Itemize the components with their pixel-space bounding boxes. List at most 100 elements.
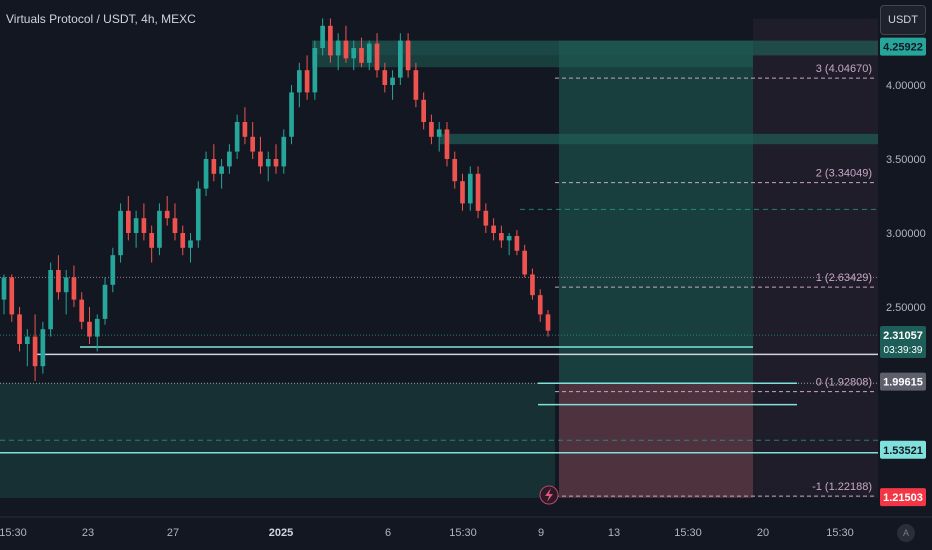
candle	[429, 114, 434, 145]
candle	[172, 203, 178, 241]
candle	[273, 144, 279, 174]
candle	[460, 173, 465, 211]
candle	[71, 265, 77, 307]
candle	[467, 166, 473, 211]
future-zone	[753, 18, 878, 498]
candle	[211, 144, 217, 182]
chart-title: Virtuals Protocol / USDT, 4h, MEXC	[6, 12, 196, 26]
fib-label: -1 (1.22188)	[812, 481, 872, 493]
candle	[63, 270, 69, 315]
candle	[157, 203, 162, 256]
candle	[265, 151, 271, 182]
candle	[530, 268, 535, 300]
candle	[475, 166, 481, 219]
price-badges: 4.25922 2.31057 03:39:39 1.99615 1.53521 1.21…	[880, 37, 926, 507]
candle	[312, 40, 318, 100]
time-axis[interactable]: 15:30 23 27 2025 6 15:30 9 13 15:30 20 15:30	[0, 516, 932, 550]
supply-box	[440, 133, 878, 145]
candle	[110, 247, 116, 293]
price-tick-label: 3.50000	[886, 154, 926, 166]
candle	[413, 62, 419, 108]
time-tick-label: 15:30	[0, 527, 27, 539]
price-badge: 1.99615	[880, 372, 926, 391]
profit-zone	[559, 40, 753, 384]
candle	[188, 233, 193, 263]
price-badge-value: 2.31057	[883, 330, 923, 342]
candle	[1, 274, 7, 315]
price-badge: 2.31057 03:39:39	[880, 326, 926, 359]
fib-label: 3 (4.04670)	[816, 63, 872, 75]
countdown-label: 03:39:39	[884, 345, 923, 356]
candle	[234, 114, 240, 159]
candle	[40, 321, 46, 374]
candle	[79, 292, 85, 330]
price-axis[interactable]: 4.00000 3.50000 3.00000 2.50000	[878, 0, 932, 517]
candle	[483, 203, 489, 233]
price-badge-value: 1.99615	[883, 377, 923, 389]
time-tick-label: 23	[82, 527, 94, 539]
candle	[499, 225, 504, 248]
price-badge: 1.53521	[880, 440, 926, 459]
candle	[242, 107, 248, 145]
price-badge-value: 1.53521	[883, 445, 923, 457]
candle	[250, 122, 256, 159]
candle	[133, 210, 139, 248]
candle	[382, 62, 388, 93]
candle	[491, 218, 496, 241]
time-tick-label: 15:30	[826, 527, 854, 539]
candle	[304, 55, 310, 100]
price-badge: 4.25922	[880, 37, 926, 56]
time-axis-bg	[0, 517, 932, 550]
candle	[219, 159, 224, 189]
candle	[343, 25, 349, 63]
candle	[203, 151, 209, 196]
candle	[436, 122, 442, 152]
auto-scale-button[interactable]: A	[897, 524, 915, 542]
horizontal-lines	[0, 208, 878, 454]
time-tick-label: 6	[385, 527, 391, 539]
candle	[149, 225, 154, 263]
time-tick-label: 9	[538, 527, 544, 539]
price-axis-bg	[878, 0, 932, 517]
candle	[545, 309, 551, 337]
lightning-icon[interactable]	[539, 485, 559, 505]
candle	[227, 144, 232, 174]
candle	[320, 18, 325, 56]
time-tick-label: 15:30	[674, 527, 702, 539]
price-badge: 1.21503	[880, 488, 926, 507]
candle	[366, 40, 372, 71]
candle	[405, 33, 411, 78]
candle	[522, 244, 528, 278]
price-badge-value: 1.21503	[883, 492, 923, 504]
candle	[514, 230, 520, 256]
time-tick-label: 27	[167, 527, 179, 539]
candle	[390, 70, 395, 100]
candle	[328, 18, 333, 63]
candle	[452, 151, 458, 189]
time-tick-label: 13	[608, 527, 620, 539]
fib-label: 1 (2.63429)	[816, 272, 872, 284]
candle	[351, 40, 357, 71]
candle	[444, 122, 450, 167]
candle	[506, 233, 512, 256]
time-tick-label: 15:30	[449, 527, 477, 539]
candle	[335, 33, 341, 71]
candle	[48, 262, 53, 337]
resistance-box-lower	[312, 55, 753, 68]
candle	[258, 136, 263, 174]
candle	[24, 329, 30, 367]
candle	[17, 307, 22, 352]
price-badge-value: 4.25922	[883, 42, 923, 54]
fib-label: 0 (1.92808)	[816, 377, 872, 389]
candle	[195, 181, 201, 248]
candle	[421, 92, 426, 130]
candle	[296, 62, 302, 108]
candle	[537, 289, 543, 322]
candle	[9, 274, 15, 322]
candle	[141, 203, 147, 241]
candle	[374, 33, 380, 78]
candles	[1, 18, 551, 381]
resistance-box	[312, 40, 878, 56]
currency-button[interactable]: USDT	[880, 5, 926, 35]
